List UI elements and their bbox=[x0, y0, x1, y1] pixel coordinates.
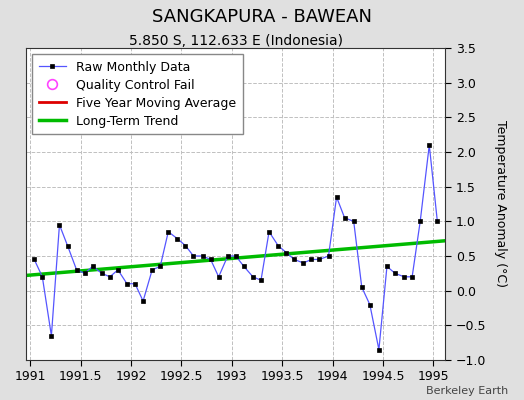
Legend: Raw Monthly Data, Quality Control Fail, Five Year Moving Average, Long-Term Tren: Raw Monthly Data, Quality Control Fail, … bbox=[32, 54, 243, 134]
Raw Monthly Data bbox=[157, 264, 163, 269]
Raw Monthly Data bbox=[351, 219, 357, 224]
Raw Monthly Data bbox=[401, 274, 407, 279]
Raw Monthly Data bbox=[140, 299, 146, 304]
Raw Monthly Data bbox=[266, 229, 272, 234]
Raw Monthly Data bbox=[342, 216, 348, 220]
Raw Monthly Data bbox=[258, 278, 264, 283]
Raw Monthly Data bbox=[384, 264, 390, 269]
Raw Monthly Data bbox=[174, 236, 180, 241]
Raw Monthly Data bbox=[333, 195, 340, 200]
Raw Monthly Data bbox=[48, 333, 54, 338]
Y-axis label: Temperature Anomaly (°C): Temperature Anomaly (°C) bbox=[494, 120, 507, 288]
Raw Monthly Data bbox=[250, 274, 256, 279]
Raw Monthly Data bbox=[99, 271, 105, 276]
Raw Monthly Data bbox=[417, 219, 423, 224]
Raw Monthly Data bbox=[325, 254, 332, 258]
Raw Monthly Data bbox=[409, 274, 416, 279]
Text: Berkeley Earth: Berkeley Earth bbox=[426, 386, 508, 396]
Raw Monthly Data bbox=[392, 271, 398, 276]
Raw Monthly Data bbox=[241, 264, 247, 269]
Raw Monthly Data bbox=[115, 268, 121, 272]
Raw Monthly Data bbox=[367, 302, 373, 307]
Raw Monthly Data bbox=[233, 254, 239, 258]
Raw Monthly Data bbox=[190, 254, 196, 258]
Title: 5.850 S, 112.633 E (Indonesia): 5.850 S, 112.633 E (Indonesia) bbox=[129, 34, 343, 48]
Raw Monthly Data bbox=[208, 257, 214, 262]
Raw Monthly Data bbox=[434, 219, 441, 224]
Raw Monthly Data bbox=[56, 222, 62, 227]
Raw Monthly Data bbox=[31, 257, 37, 262]
Raw Monthly Data bbox=[82, 271, 88, 276]
Raw Monthly Data bbox=[200, 254, 206, 258]
Line: Raw Monthly Data: Raw Monthly Data bbox=[32, 143, 439, 352]
Raw Monthly Data bbox=[215, 274, 222, 279]
Raw Monthly Data bbox=[182, 243, 189, 248]
Raw Monthly Data bbox=[107, 274, 113, 279]
Raw Monthly Data bbox=[124, 281, 130, 286]
Raw Monthly Data bbox=[149, 268, 155, 272]
Raw Monthly Data bbox=[300, 260, 307, 265]
Raw Monthly Data bbox=[358, 285, 365, 290]
Raw Monthly Data bbox=[316, 257, 323, 262]
Raw Monthly Data bbox=[39, 274, 46, 279]
Raw Monthly Data bbox=[73, 268, 80, 272]
Raw Monthly Data bbox=[291, 257, 298, 262]
Raw Monthly Data bbox=[376, 347, 382, 352]
Raw Monthly Data bbox=[64, 243, 71, 248]
Raw Monthly Data bbox=[308, 257, 314, 262]
Raw Monthly Data bbox=[165, 229, 171, 234]
Raw Monthly Data bbox=[275, 243, 281, 248]
Raw Monthly Data bbox=[225, 254, 231, 258]
Text: SANGKAPURA - BAWEAN: SANGKAPURA - BAWEAN bbox=[152, 8, 372, 26]
Raw Monthly Data bbox=[426, 143, 432, 148]
Raw Monthly Data bbox=[283, 250, 289, 255]
Raw Monthly Data bbox=[90, 264, 96, 269]
Raw Monthly Data bbox=[132, 281, 138, 286]
